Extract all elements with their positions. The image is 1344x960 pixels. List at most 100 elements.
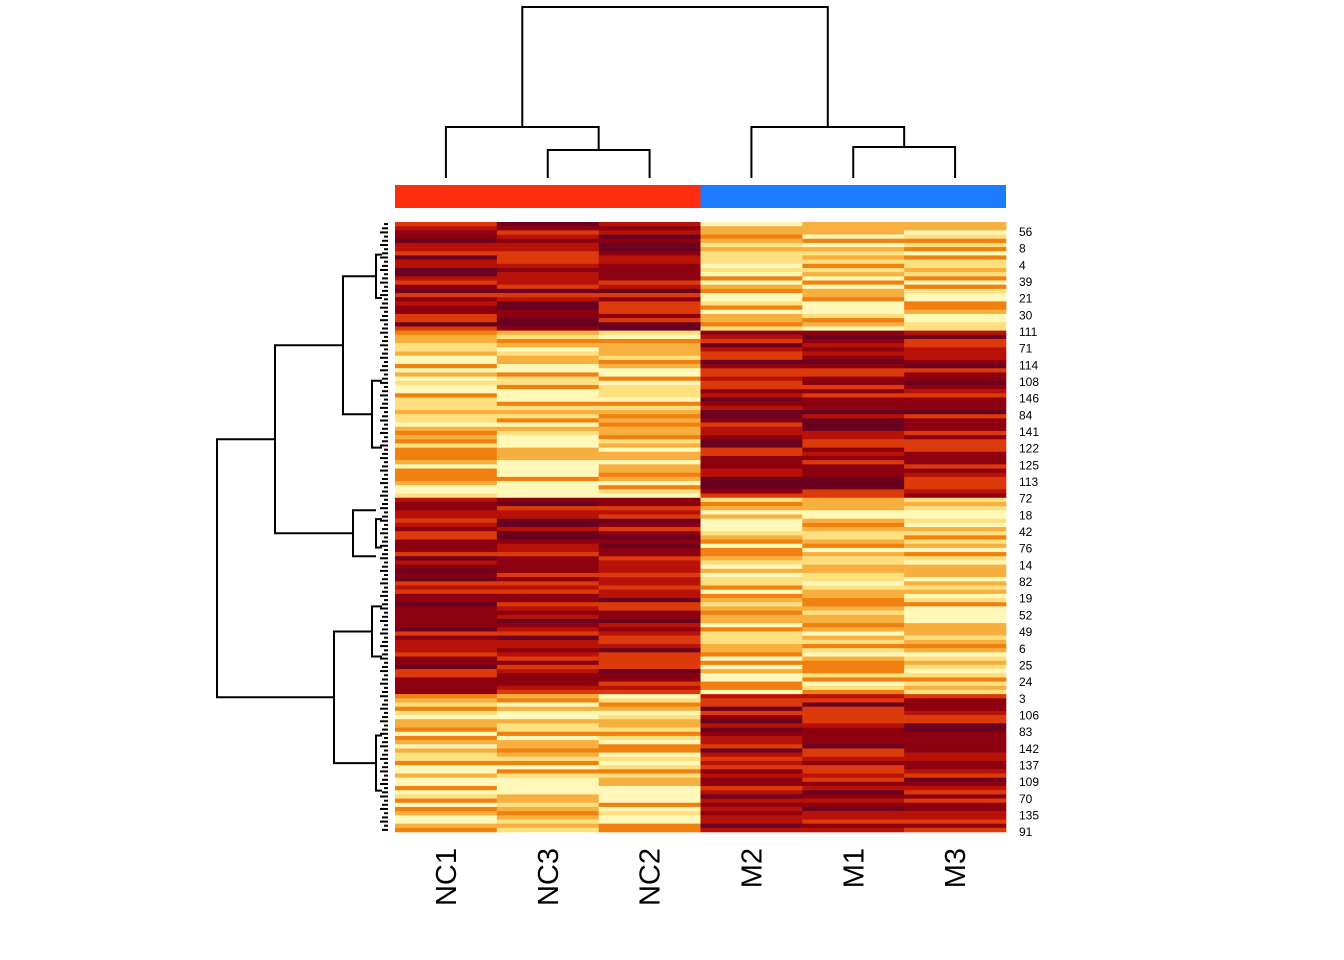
heatmap-cell [598, 664, 701, 670]
heatmap-cell [700, 815, 803, 820]
heatmap-cell [700, 694, 803, 699]
heatmap-cell [496, 343, 599, 348]
heatmap-cell [700, 380, 803, 386]
heatmap-cell [395, 451, 498, 457]
heatmap-cell [700, 351, 803, 356]
heatmap-cell [802, 376, 905, 382]
heatmap-cell [802, 276, 905, 281]
heatmap-cell [598, 593, 701, 599]
heatmap-cell [598, 522, 701, 528]
heatmap-cell [395, 790, 498, 795]
dendrogram-branch [444, 126, 600, 178]
heatmap-cell [700, 806, 803, 812]
heatmap-cell [496, 234, 599, 240]
heatmap-cell [395, 677, 498, 682]
heatmap-cell [904, 242, 1007, 248]
heatmap-cell [496, 631, 599, 636]
heatmap-cell [598, 698, 701, 703]
heatmap-cell [700, 656, 803, 661]
heatmap-cell [496, 514, 599, 519]
row-label: 72 [1019, 492, 1033, 506]
heatmap-cell [395, 485, 498, 490]
heatmap-cell [904, 731, 1007, 737]
heatmap-cell [496, 539, 599, 545]
heatmap-cell [700, 681, 803, 687]
heatmap-cell [496, 242, 599, 248]
heatmap-cell [700, 702, 803, 707]
heatmap-cell [904, 305, 1007, 311]
heatmap-cell [598, 689, 701, 695]
heatmap-cell [496, 669, 599, 674]
heatmap-cell [700, 623, 803, 628]
heatmap-cell [802, 497, 905, 503]
heatmap-cell [496, 255, 599, 260]
heatmap-cell [598, 765, 701, 770]
heatmap-cell [496, 531, 599, 536]
heatmap-cell [496, 802, 599, 808]
heatmap-cell [904, 560, 1007, 565]
heatmap-cell [700, 280, 803, 285]
heatmap-cell [496, 685, 599, 691]
heatmap-cell [700, 472, 803, 478]
heatmap-cell [395, 811, 498, 816]
heatmap-cell [598, 251, 701, 256]
heatmap-cell [395, 581, 498, 586]
heatmap-cell [598, 510, 701, 515]
heatmap-cell [802, 288, 905, 294]
heatmap-cell [598, 435, 701, 440]
heatmap-cell [496, 493, 599, 499]
heatmap-cell [700, 777, 803, 783]
heatmap-cell [598, 485, 701, 490]
heatmap-cell [598, 706, 701, 712]
heatmap-cell [904, 744, 1007, 749]
row-label: 137 [1019, 758, 1039, 772]
heatmap-cell [598, 222, 701, 227]
heatmap-cell [598, 652, 701, 657]
heatmap-cell [700, 343, 803, 348]
heatmap-cell [700, 255, 803, 260]
heatmap-cell [395, 318, 498, 323]
heatmap-cell [496, 639, 599, 645]
heatmap-cell [904, 313, 1007, 319]
heatmap-cell [802, 222, 905, 227]
heatmap-cell [904, 255, 1007, 260]
heatmap-cell [802, 313, 905, 319]
heatmap-cell [496, 715, 599, 720]
heatmap-cell [802, 397, 905, 402]
heatmap-cell [802, 581, 905, 586]
heatmap-cell [598, 798, 701, 804]
heatmap-cell [496, 355, 599, 361]
heatmap-cell [904, 259, 1007, 265]
heatmap-cell [395, 405, 498, 411]
heatmap-cell [904, 389, 1007, 394]
heatmap-cell [700, 660, 803, 666]
heatmap-cell [395, 226, 498, 231]
heatmap-cell [598, 493, 701, 499]
heatmap-cell [904, 623, 1007, 628]
heatmap-cell [395, 815, 498, 820]
heatmap-cell [395, 330, 498, 336]
heatmap-cell [700, 288, 803, 294]
column-dendrogram [444, 6, 957, 178]
heatmap-cell [802, 643, 905, 649]
heatmap-cell [904, 447, 1007, 453]
heatmap-cell [496, 405, 599, 411]
heatmap-cell [496, 577, 599, 582]
heatmap-cell [496, 702, 599, 707]
heatmap-cell [700, 794, 803, 799]
row-label: 14 [1019, 558, 1033, 572]
heatmap-cell [395, 702, 498, 707]
heatmap-cell [802, 790, 905, 795]
row-label: 71 [1019, 342, 1033, 356]
heatmap-cell [904, 455, 1007, 461]
heatmap-cell [496, 326, 599, 331]
heatmap-cell [395, 802, 498, 808]
heatmap-cell [496, 760, 599, 766]
heatmap-cell [496, 735, 599, 741]
heatmap-cell [802, 689, 905, 695]
heatmap-cell [802, 756, 905, 762]
heatmap-cell [598, 660, 701, 666]
heatmap-cell [496, 455, 599, 461]
heatmap-cell [700, 577, 803, 582]
heatmap-cell [395, 280, 498, 285]
